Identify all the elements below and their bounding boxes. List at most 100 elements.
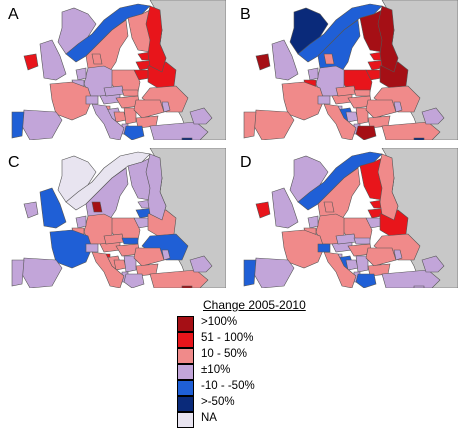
country-md xyxy=(393,101,403,113)
legend-item-10-50: 10 - 50% xyxy=(177,348,337,364)
country-uk xyxy=(271,39,299,81)
country-ba xyxy=(113,259,127,271)
country-gr xyxy=(123,125,145,140)
country-cz xyxy=(103,85,125,97)
country-sk xyxy=(353,89,371,97)
country-es xyxy=(253,257,295,288)
country-fr xyxy=(281,81,325,121)
europe-map-c xyxy=(11,148,226,288)
legend-label: 51 - 100% xyxy=(201,332,254,344)
country-it xyxy=(323,251,357,288)
panel-letter-b: B xyxy=(240,6,251,23)
country-sk xyxy=(121,89,139,97)
country-md xyxy=(393,249,403,261)
country-ie xyxy=(255,53,271,71)
legend-swatch xyxy=(177,364,194,380)
country-tr xyxy=(149,121,209,140)
country-uk xyxy=(271,187,299,229)
country-md xyxy=(161,249,171,261)
legend-label: NA xyxy=(201,412,217,424)
legend-swatch xyxy=(177,396,194,412)
country-rs xyxy=(355,107,369,125)
country-fr xyxy=(281,229,325,269)
country-it xyxy=(323,103,357,140)
legend-swatch xyxy=(177,348,194,364)
country-sk xyxy=(353,237,371,245)
country-tr xyxy=(381,121,441,140)
legend-item-gt-neg50: >-50% xyxy=(177,396,337,412)
country-es xyxy=(21,109,63,140)
country-es xyxy=(253,109,295,140)
legend-label: >-50% xyxy=(201,396,235,408)
country-ch xyxy=(317,243,331,253)
legend-swatch xyxy=(177,412,194,428)
country-nl xyxy=(75,215,87,229)
country-it xyxy=(91,103,125,140)
country-tr xyxy=(381,269,441,288)
country-ro xyxy=(365,247,397,267)
legend-item-na: NA xyxy=(177,412,337,428)
legend-label: 10 - 50% xyxy=(201,348,248,360)
map-panel-d: D xyxy=(232,148,458,288)
country-cz xyxy=(335,233,357,245)
country-sk xyxy=(121,237,139,245)
map-panel-a: A xyxy=(0,0,226,140)
country-rs xyxy=(123,255,137,273)
panel-letter-d: D xyxy=(240,154,252,171)
legend-title: Change 2005-2010 xyxy=(203,298,306,312)
legend-label: -10 - -50% xyxy=(201,380,255,392)
country-nl xyxy=(307,67,319,81)
country-ro xyxy=(365,99,397,119)
country-ba xyxy=(113,111,127,123)
country-ro xyxy=(133,247,165,267)
country-gr xyxy=(123,273,145,288)
country-ch xyxy=(85,95,99,105)
country-ie xyxy=(23,53,39,71)
legend-swatch xyxy=(177,380,194,396)
country-cauc xyxy=(421,255,445,273)
country-ru-west xyxy=(145,5,167,73)
country-ch xyxy=(85,243,99,253)
country-ro xyxy=(133,99,165,119)
country-cauc xyxy=(189,255,213,273)
country-ba xyxy=(345,111,359,123)
map-panel-c: C xyxy=(0,148,226,288)
country-tr xyxy=(149,269,209,288)
legend-swatch xyxy=(177,332,194,348)
country-ba xyxy=(345,259,359,271)
country-dk xyxy=(91,201,103,213)
map-panel-b: B xyxy=(232,0,458,140)
legend-item-neg10-50: -10 - -50% xyxy=(177,380,337,396)
country-dk xyxy=(323,201,335,213)
country-fr xyxy=(49,81,93,121)
country-pt xyxy=(11,111,25,139)
country-md xyxy=(161,101,171,113)
country-cz xyxy=(335,85,357,97)
country-uk xyxy=(39,187,67,229)
country-rs xyxy=(355,255,369,273)
country-ie xyxy=(23,201,39,219)
legend-item-51-100: 51 - 100% xyxy=(177,332,337,348)
map-legend: Change 2005-2010 >100% 51 - 100% 10 - 50… xyxy=(177,298,337,428)
country-it xyxy=(91,251,125,288)
country-pt xyxy=(243,259,257,287)
country-ru-west xyxy=(377,153,399,221)
legend-item-pm10: ±10% xyxy=(177,364,337,380)
country-fr xyxy=(49,229,93,269)
country-cauc xyxy=(421,107,445,125)
europe-map-d xyxy=(243,148,458,288)
country-pt xyxy=(11,259,25,287)
panel-letter-a: A xyxy=(8,6,19,23)
country-ru-west xyxy=(377,5,399,73)
country-cz xyxy=(103,233,125,245)
country-cy xyxy=(181,285,193,288)
europe-map-a xyxy=(11,0,226,140)
country-dk xyxy=(91,53,103,65)
legend-label: ±10% xyxy=(201,364,231,376)
country-uk xyxy=(39,39,67,81)
country-cauc xyxy=(189,107,213,125)
country-nl xyxy=(75,67,87,81)
country-pt xyxy=(243,111,257,139)
country-ie xyxy=(255,201,271,219)
country-ch xyxy=(317,95,331,105)
